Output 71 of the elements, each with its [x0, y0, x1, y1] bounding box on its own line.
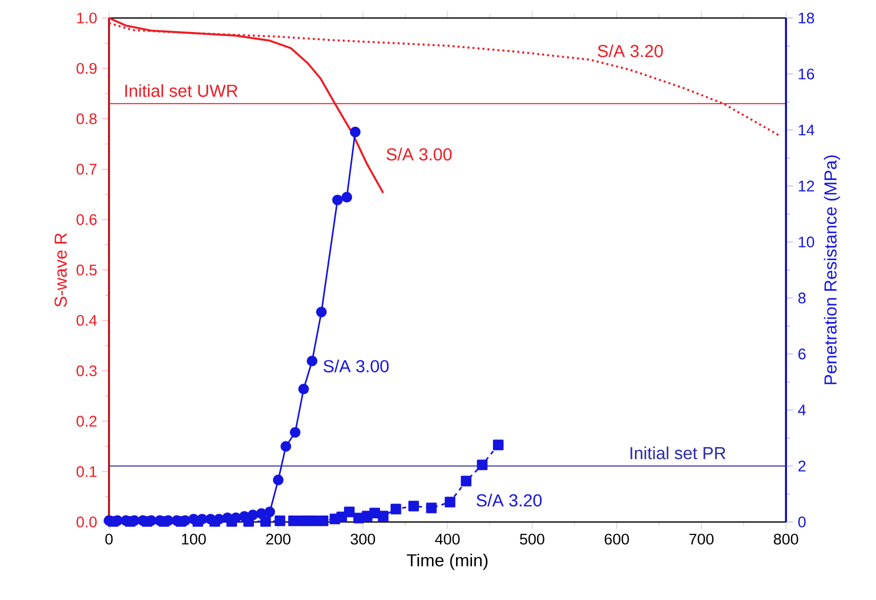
point — [108, 516, 119, 527]
x-tick-label: 400 — [435, 534, 460, 545]
x-tick-label: 200 — [266, 534, 290, 545]
y-tick-label: 0.5 — [76, 264, 97, 276]
y-tick-label: 0.2 — [76, 416, 97, 427]
point — [306, 356, 318, 366]
x-tick-label: 100 — [182, 534, 206, 545]
y2-tick-label: 12 — [798, 180, 814, 192]
y-tick-label: 0.8 — [76, 113, 97, 124]
point — [209, 516, 220, 527]
point — [158, 516, 170, 527]
point — [316, 306, 327, 318]
point — [192, 516, 204, 527]
point — [408, 500, 419, 512]
y-tick-label: 0.9 — [76, 62, 97, 74]
series-label: S/A 3.00 — [324, 360, 389, 372]
point — [390, 504, 402, 514]
point — [378, 510, 388, 522]
point — [298, 384, 309, 394]
x-tick-label: 0 — [105, 534, 113, 545]
ref-line-label: Initial set UWR — [125, 84, 238, 97]
y2-tick-label: 6 — [798, 348, 806, 360]
y-tick-label: 0.0 — [76, 516, 97, 528]
y2-tick-label: 10 — [798, 236, 814, 248]
point — [288, 516, 299, 526]
point — [290, 427, 300, 438]
x-tick-label: 700 — [689, 534, 714, 545]
point — [272, 474, 284, 486]
y-tick-label: 0.7 — [76, 164, 97, 175]
x-tick-label: 600 — [604, 534, 629, 545]
y2-tick-label: 0 — [798, 516, 806, 528]
point — [344, 506, 355, 518]
y2-axis-title: Penetration Resistance (MPa) — [824, 155, 840, 384]
series-label: S/A 3.20 — [476, 494, 542, 507]
y-axis-title: S-wave R — [54, 233, 67, 307]
point — [460, 476, 472, 486]
y2-tick-label: 14 — [798, 124, 814, 136]
point — [332, 194, 343, 206]
y2-tick-label: 2 — [798, 460, 806, 472]
x-tick-label: 800 — [774, 534, 798, 545]
point — [308, 516, 318, 526]
point — [176, 516, 186, 527]
y2-tick-label: 18 — [798, 12, 814, 24]
point — [369, 508, 380, 518]
y-tick-label: 0.4 — [76, 314, 97, 326]
y-tick-label: 0.3 — [76, 365, 97, 376]
point — [124, 516, 136, 527]
x-tick-label: 500 — [520, 534, 544, 545]
point — [142, 516, 152, 527]
series-label: S/A 3.20 — [598, 44, 663, 58]
x-tick-label: 300 — [350, 534, 376, 545]
y-tick-label: 1.0 — [77, 12, 97, 24]
y2-tick-label: 16 — [798, 68, 814, 80]
series-label: S/A 3.00 — [386, 148, 452, 161]
point — [426, 502, 437, 514]
x-axis-title: Time (min) — [406, 554, 488, 570]
point — [341, 192, 352, 202]
y2-tick-label: 8 — [798, 292, 806, 304]
point — [260, 516, 271, 527]
point — [444, 496, 456, 508]
y-tick-label: 0.1 — [76, 466, 97, 478]
point — [280, 441, 292, 452]
point — [492, 440, 504, 450]
ref-line-label: Initial set PR — [630, 446, 726, 460]
point — [318, 516, 328, 526]
point — [476, 460, 488, 470]
point — [264, 506, 276, 518]
y-tick-label: 0.6 — [76, 214, 97, 226]
point — [274, 516, 286, 526]
y2-tick-label: 4 — [798, 404, 806, 416]
point — [350, 126, 361, 138]
